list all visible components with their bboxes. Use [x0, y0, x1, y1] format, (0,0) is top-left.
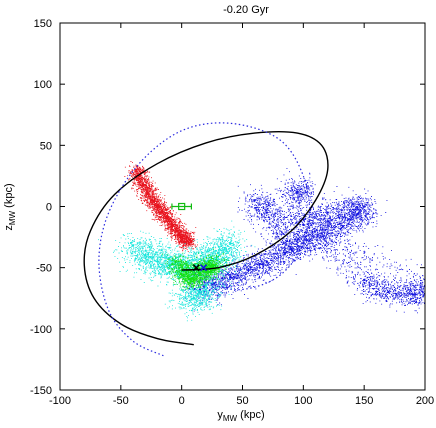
orbit-solid-line	[83, 131, 329, 346]
marker-cross	[200, 264, 208, 272]
particle-anchor-point	[143, 254, 147, 257]
orbit-layer	[83, 122, 329, 357]
particle-anchor-point	[387, 290, 390, 294]
y-axis-title-unit: (kpc)	[3, 183, 15, 211]
particle-anchor-point	[156, 260, 159, 263]
x-axis-title-base: y	[217, 409, 223, 421]
particle-anchor-point	[165, 217, 169, 220]
y-axis-title-base: z	[3, 225, 15, 231]
particle-anchor-point	[265, 211, 269, 214]
particle-anchor-point	[151, 199, 154, 202]
particle-anchor-point	[247, 268, 250, 272]
particle-anchor-point	[156, 205, 159, 208]
x-tick-label: 150	[355, 395, 373, 407]
y-tick-label: -150	[30, 385, 52, 397]
particle-anchor-point	[229, 276, 232, 279]
y-axis-title: zMW (kpc)	[3, 183, 17, 230]
particle-anchor-point	[229, 242, 232, 245]
particle-anchor-point	[253, 199, 256, 202]
x-tick-label: 0	[179, 395, 185, 407]
x-tick-label: -100	[49, 395, 71, 407]
particle-anchor-point	[185, 240, 188, 244]
particle-anchor-point	[289, 248, 293, 251]
particle-anchor-point	[210, 264, 214, 267]
marker-cross	[192, 264, 200, 272]
marker-layer	[171, 202, 208, 272]
particle-anchor-point	[170, 223, 174, 227]
particle-anchor-point	[283, 251, 287, 255]
particle-anchor-point	[192, 297, 196, 300]
particle-anchor-point	[198, 272, 202, 275]
particle-anchor-point	[320, 232, 323, 235]
particle-anchor-point	[296, 190, 299, 194]
particle-anchor-point	[362, 278, 366, 282]
chart-title: -0.20 Gyr	[223, 4, 269, 16]
x-axis: -100 -50 0 50 100 150 200	[49, 23, 434, 407]
y-tick-label: 150	[34, 18, 52, 30]
particle-anchor-point	[326, 211, 329, 214]
particle-anchor-point	[338, 222, 342, 225]
marker-square	[178, 202, 186, 211]
particle-layer	[98, 161, 425, 322]
particle-anchor-point	[180, 235, 183, 239]
y-tick-label: 0	[46, 202, 52, 214]
y-tick-label: -100	[30, 324, 52, 336]
particle-anchor-point	[192, 278, 196, 282]
y-tick-label: -50	[36, 263, 52, 275]
particle-anchor-point	[146, 191, 149, 195]
x-tick-label: 100	[294, 395, 312, 407]
particle-anchor-point	[186, 276, 189, 279]
x-tick-label: 50	[236, 395, 248, 407]
particle-anchor-point	[204, 284, 208, 288]
x-axis-title-sub: MW	[223, 414, 238, 423]
particle-anchor-point	[135, 168, 138, 171]
orbit-dotted-line	[98, 122, 311, 357]
y-axis-title-sub: MW	[8, 210, 17, 225]
x-axis-title-unit: (kpc)	[237, 409, 265, 421]
x-tick-label: -50	[113, 395, 129, 407]
particle-anchor-point	[356, 212, 360, 216]
x-axis-title: yMW (kpc)	[217, 409, 264, 423]
x-tick-label: 200	[416, 395, 434, 407]
particle-anchor-point	[175, 229, 178, 233]
y-tick-label: 50	[40, 140, 52, 152]
particle-anchor-point	[216, 251, 220, 255]
y-axis: -150 -100 -50 0 50 100 150	[30, 18, 425, 397]
particle-anchor-point	[302, 223, 305, 227]
particle-series-blue	[181, 168, 425, 314]
particle-anchor-point	[265, 260, 269, 263]
particle-anchor-point	[161, 211, 164, 214]
particle-anchor-point	[174, 260, 177, 263]
particle-anchor-point	[141, 183, 144, 186]
y-tick-label: 100	[34, 79, 52, 91]
particle-anchor-point	[362, 205, 366, 208]
particle-anchor-point	[131, 244, 135, 247]
particle-anchor-point	[204, 266, 208, 269]
particle-anchor-point	[168, 264, 171, 267]
particle-anchor-point	[411, 293, 415, 296]
